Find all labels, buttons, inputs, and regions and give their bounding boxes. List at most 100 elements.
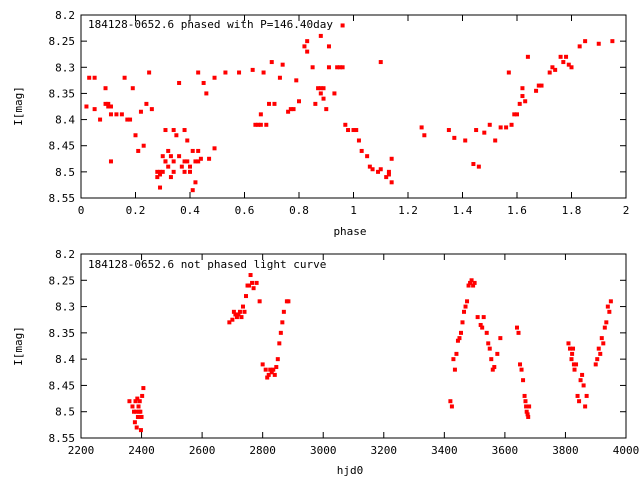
data-point xyxy=(604,320,608,324)
data-point xyxy=(183,128,187,132)
data-point xyxy=(450,404,454,408)
data-point xyxy=(482,315,486,319)
data-point xyxy=(193,180,197,184)
data-point xyxy=(259,123,263,127)
data-point xyxy=(566,341,570,345)
y-axis-label: I[mag] xyxy=(12,326,25,366)
data-point xyxy=(134,133,138,137)
data-point xyxy=(319,91,323,95)
data-point xyxy=(207,157,211,161)
data-point xyxy=(161,154,165,158)
data-point xyxy=(188,170,192,174)
data-point xyxy=(202,81,206,85)
data-point xyxy=(559,55,563,59)
data-point xyxy=(272,102,276,106)
data-point xyxy=(128,118,132,122)
data-point xyxy=(523,394,527,398)
data-point xyxy=(341,65,345,69)
data-point xyxy=(523,99,527,103)
data-point xyxy=(251,68,255,72)
data-point xyxy=(109,159,113,163)
x-tick-label: 4000 xyxy=(613,444,640,457)
light-curve-figure: 0 0.2 0.4 0.6 0.8 1 1.2 1.4 1.6 1.8 2 8.28.258.38.… xyxy=(0,0,640,480)
data-point xyxy=(603,326,607,330)
data-point xyxy=(447,128,451,132)
data-point xyxy=(597,347,601,351)
data-point xyxy=(311,65,315,69)
data-point xyxy=(390,157,394,161)
data-point xyxy=(595,357,599,361)
data-point xyxy=(150,107,154,111)
data-point xyxy=(571,347,575,351)
data-point xyxy=(488,347,492,351)
data-point xyxy=(276,357,280,361)
data-point xyxy=(93,76,97,80)
data-point xyxy=(504,125,508,129)
data-point xyxy=(495,352,499,356)
x-tick-labels: 2200 2400 2600 2800 3000 3200 3400 3600 3800 4000 xyxy=(68,444,640,457)
data-point xyxy=(480,326,484,330)
data-point xyxy=(493,138,497,142)
data-point xyxy=(573,368,577,372)
data-point xyxy=(459,331,463,335)
data-point xyxy=(327,44,331,48)
data-point xyxy=(452,136,456,140)
data-point xyxy=(346,128,350,132)
data-point xyxy=(507,71,511,75)
y-tick-label: 8.25 xyxy=(49,35,76,48)
data-point xyxy=(609,299,613,303)
data-point xyxy=(302,44,306,48)
data-point xyxy=(264,368,268,372)
x-tick-label: 0.4 xyxy=(180,204,200,217)
data-point xyxy=(136,415,140,419)
data-point xyxy=(606,305,610,309)
data-point xyxy=(585,394,589,398)
y-tick-label: 8.45 xyxy=(49,140,76,153)
data-point xyxy=(286,299,290,303)
data-point xyxy=(166,165,170,169)
data-point xyxy=(597,42,601,46)
phased-light-curve-panel: 0 0.2 0.4 0.6 0.8 1 1.2 1.4 1.6 1.8 2 8.28.258.38.… xyxy=(12,9,629,238)
data-point xyxy=(185,159,189,163)
data-point xyxy=(281,63,285,67)
data-point xyxy=(123,76,127,80)
data-point xyxy=(515,326,519,330)
data-point xyxy=(279,331,283,335)
data-point xyxy=(131,86,135,90)
data-point xyxy=(574,362,578,366)
data-point xyxy=(177,81,181,85)
data-point xyxy=(177,154,181,158)
data-point xyxy=(270,60,274,64)
data-point xyxy=(204,91,208,95)
data-point xyxy=(379,167,383,171)
data-point xyxy=(249,273,253,277)
data-point xyxy=(142,144,146,148)
data-point xyxy=(278,76,282,80)
x-tick-label: 1.4 xyxy=(453,204,473,217)
data-point xyxy=(163,128,167,132)
data-point xyxy=(313,102,317,106)
data-point xyxy=(188,165,192,169)
data-point xyxy=(259,112,263,116)
data-point xyxy=(520,94,524,98)
x-tick-labels: 0 0.2 0.4 0.6 0.8 1 1.2 1.4 1.6 1.8 2 xyxy=(78,204,630,217)
data-point xyxy=(169,154,173,158)
data-points xyxy=(127,273,612,432)
data-point xyxy=(477,165,481,169)
data-point xyxy=(341,23,345,27)
data-point xyxy=(274,365,278,369)
data-point xyxy=(598,352,602,356)
data-point xyxy=(354,128,358,132)
data-point xyxy=(492,365,496,369)
x-tick-label: 0.2 xyxy=(126,204,146,217)
data-point xyxy=(578,44,582,48)
data-point xyxy=(196,71,200,75)
data-point xyxy=(473,281,477,285)
y-tick-labels: 8.28.258.38.358.48.458.58.55 xyxy=(49,248,76,445)
data-point xyxy=(322,86,326,90)
data-point xyxy=(462,310,466,314)
data-point xyxy=(297,99,301,103)
data-point xyxy=(422,133,426,137)
data-point xyxy=(185,138,189,142)
data-point xyxy=(583,404,587,408)
